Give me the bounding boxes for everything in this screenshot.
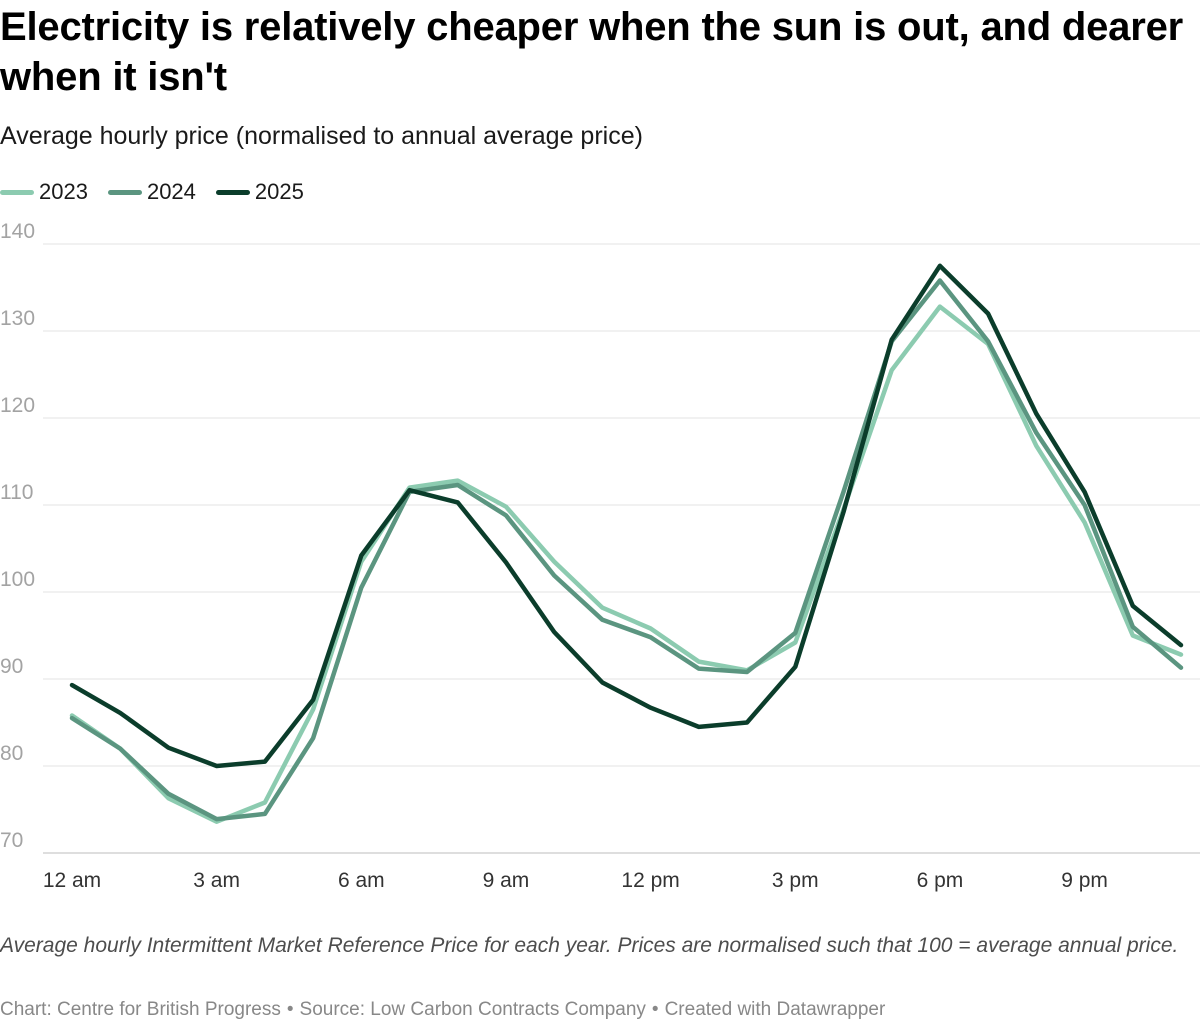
- chart-footer: Chart: Centre for British Progress • Sourc…: [0, 998, 885, 1022]
- legend-label-2025: 2025: [254, 179, 304, 204]
- legend-swatch-2024: [107, 189, 142, 195]
- chart-credit: Chart: Centre for British Progress: [0, 999, 281, 1020]
- chart-title: Electricity is relatively cheaper when t…: [0, 5, 1183, 99]
- legend-swatch-2025: [215, 189, 250, 195]
- gridlines: [43, 243, 1200, 854]
- chart-source: Source: Low Carbon Contracts Company: [299, 999, 646, 1020]
- y-tick-label: 140: [0, 220, 35, 243]
- legend-label-2024: 2024: [146, 179, 196, 204]
- created-with: Created with Datawrapper: [664, 999, 886, 1020]
- legend-item-2025: 2025: [215, 177, 304, 207]
- y-tick-label: 130: [0, 307, 35, 330]
- series-lines: [69, 263, 1184, 824]
- y-tick-label: 120: [0, 394, 35, 417]
- legend-label-2023: 2023: [39, 179, 88, 204]
- x-tick-label: 12 am: [43, 869, 101, 892]
- x-tick-label: 3 am: [193, 869, 240, 892]
- y-tick-label: 80: [0, 742, 23, 765]
- legend-swatch-2023: [0, 189, 34, 195]
- legend-item-2023: 2023: [0, 177, 88, 207]
- series-line-2025: [69, 263, 1184, 769]
- x-tick-label: 3 pm: [772, 869, 819, 892]
- y-axis-ticks: 70 80 90 100 110 120 130 140: [0, 220, 35, 852]
- x-tick-label: 6 am: [338, 869, 385, 892]
- series-line-2023: [69, 304, 1184, 824]
- y-tick-label: 90: [0, 655, 23, 678]
- legend-item-2024: 2024: [107, 177, 196, 207]
- x-tick-label: 12 pm: [621, 869, 679, 892]
- series-line-2024: [69, 278, 1184, 822]
- y-tick-label: 70: [0, 829, 23, 852]
- footer-separator: •: [286, 999, 294, 1020]
- chart-subtitle: Average hourly price (normalised to annu…: [0, 122, 643, 150]
- y-tick-label: 110: [0, 481, 33, 504]
- footer-separator: •: [651, 999, 659, 1020]
- y-tick-label: 100: [0, 568, 35, 591]
- x-axis-ticks: 12 am 3 am 6 am 9 am 12 pm 3 pm 6 pm 9 pm: [43, 869, 1108, 892]
- x-tick-label: 6 pm: [917, 869, 964, 892]
- x-tick-label: 9 am: [483, 869, 530, 892]
- legend: 2023 2024 2025: [0, 177, 324, 207]
- x-tick-label: 9 pm: [1061, 869, 1108, 892]
- chart-notes: Average hourly Intermittent Market Refer…: [0, 934, 1179, 957]
